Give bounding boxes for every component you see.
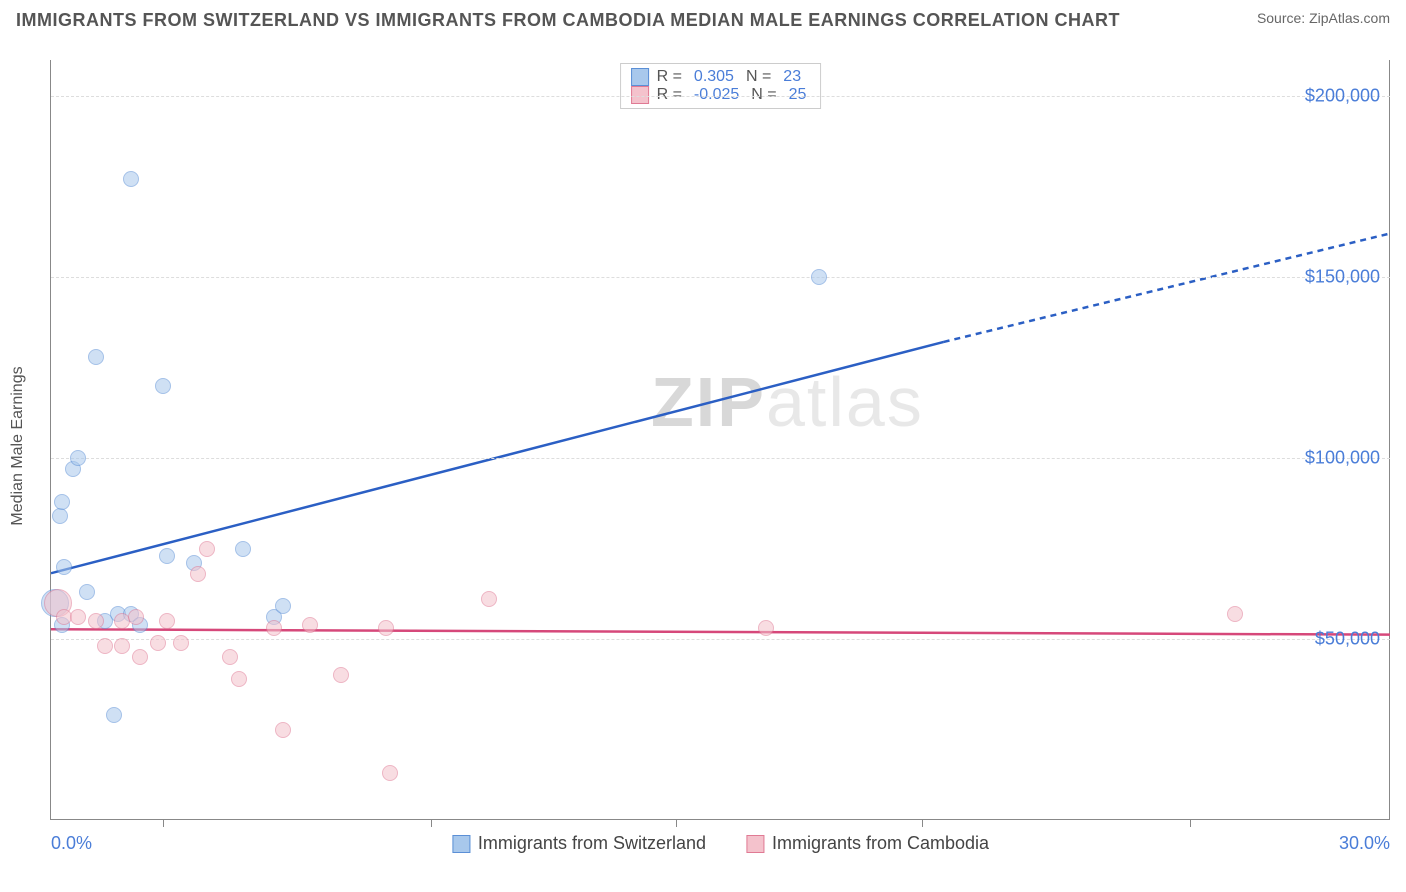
stat-row-switzerland: R = 0.305 N = 23: [631, 68, 811, 86]
scatter-point-switzerland: [275, 598, 291, 614]
scatter-point-cambodia: [382, 765, 398, 781]
gridline: [51, 96, 1390, 97]
scatter-point-switzerland: [235, 541, 251, 557]
swatch-cambodia: [631, 86, 649, 104]
n-value-switzerland: 23: [779, 68, 805, 86]
scatter-point-cambodia: [231, 671, 247, 687]
bottom-legend: Immigrants from Switzerland Immigrants f…: [452, 833, 989, 854]
legend-swatch-cambodia: [746, 835, 764, 853]
scatter-point-switzerland: [52, 508, 68, 524]
stat-row-cambodia: R = -0.025 N = 25: [631, 86, 811, 104]
swatch-switzerland: [631, 68, 649, 86]
scatter-point-cambodia: [70, 609, 86, 625]
scatter-point-switzerland: [70, 450, 86, 466]
scatter-point-cambodia: [173, 635, 189, 651]
x-tick: [163, 819, 164, 827]
gridline: [51, 277, 1390, 278]
scatter-point-switzerland: [88, 349, 104, 365]
y-tick-label: $200,000: [1305, 86, 1380, 107]
y-axis-title: Median Male Earnings: [9, 366, 27, 525]
gridline: [51, 639, 1390, 640]
scatter-point-cambodia: [302, 617, 318, 633]
y-tick-label: $50,000: [1315, 629, 1380, 650]
legend-label-switzerland: Immigrants from Switzerland: [478, 833, 706, 854]
scatter-point-cambodia: [159, 613, 175, 629]
scatter-point-cambodia: [199, 541, 215, 557]
scatter-point-switzerland: [54, 494, 70, 510]
scatter-point-cambodia: [1227, 606, 1243, 622]
y-tick-label: $150,000: [1305, 267, 1380, 288]
scatter-point-switzerland: [155, 378, 171, 394]
x-tick: [431, 819, 432, 827]
source-label: Source: ZipAtlas.com: [1257, 10, 1390, 26]
y-tick-label: $100,000: [1305, 448, 1380, 469]
gridline: [51, 458, 1390, 459]
plot-area: ZIPatlas R = 0.305 N = 23 R = -0.025 N =…: [50, 60, 1390, 820]
scatter-point-switzerland: [79, 584, 95, 600]
scatter-point-switzerland: [811, 269, 827, 285]
x-axis-max-label: 30.0%: [1339, 833, 1390, 854]
scatter-point-cambodia: [378, 620, 394, 636]
n-value-cambodia: 25: [785, 86, 811, 104]
scatter-point-cambodia: [132, 649, 148, 665]
legend-item-switzerland: Immigrants from Switzerland: [452, 833, 706, 854]
r-value-switzerland: 0.305: [690, 68, 738, 86]
scatter-point-switzerland: [159, 548, 175, 564]
legend-label-cambodia: Immigrants from Cambodia: [772, 833, 989, 854]
scatter-point-cambodia: [150, 635, 166, 651]
scatter-point-cambodia: [758, 620, 774, 636]
scatter-point-switzerland: [106, 707, 122, 723]
trend-line: [944, 233, 1390, 341]
trend-line: [51, 629, 1390, 634]
scatter-point-cambodia: [333, 667, 349, 683]
watermark: ZIPatlas: [651, 362, 924, 442]
scatter-point-cambodia: [128, 609, 144, 625]
x-axis-min-label: 0.0%: [51, 833, 92, 854]
scatter-point-cambodia: [88, 613, 104, 629]
scatter-point-cambodia: [190, 566, 206, 582]
legend-swatch-switzerland: [452, 835, 470, 853]
scatter-point-switzerland: [56, 559, 72, 575]
r-value-cambodia: -0.025: [690, 86, 743, 104]
stat-legend-box: R = 0.305 N = 23 R = -0.025 N = 25: [620, 63, 822, 109]
scatter-point-cambodia: [114, 638, 130, 654]
scatter-point-cambodia: [481, 591, 497, 607]
x-tick: [1190, 819, 1191, 827]
x-tick: [676, 819, 677, 827]
scatter-point-cambodia: [266, 620, 282, 636]
scatter-point-cambodia: [222, 649, 238, 665]
legend-item-cambodia: Immigrants from Cambodia: [746, 833, 989, 854]
scatter-point-cambodia: [275, 722, 291, 738]
x-tick: [922, 819, 923, 827]
scatter-point-switzerland: [123, 171, 139, 187]
right-axis-line: [1389, 60, 1390, 819]
scatter-point-cambodia: [97, 638, 113, 654]
chart-title: IMMIGRANTS FROM SWITZERLAND VS IMMIGRANT…: [16, 10, 1120, 31]
